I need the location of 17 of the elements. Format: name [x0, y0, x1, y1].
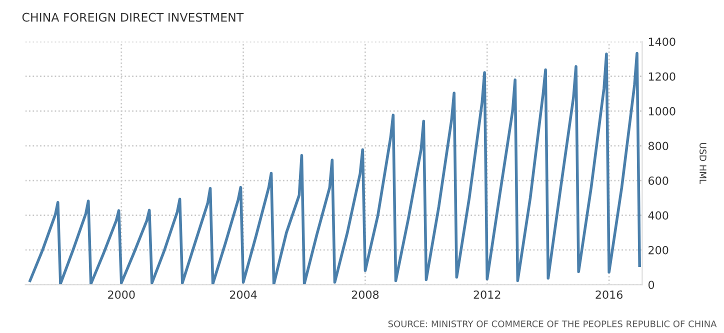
y-tick-label: 0: [648, 280, 654, 290]
source-note: SOURCE: MINISTRY OF COMMERCE OF THE PEOPLES REPUBLIC OF CHINA: [388, 320, 717, 328]
x-tick-label: 2004: [230, 290, 257, 299]
y-tick-label: 1000: [648, 107, 676, 116]
line-series: [28, 52, 641, 285]
x-tick-label: 2012: [474, 290, 500, 299]
y-tick-label: 200: [648, 246, 668, 254]
y-axis-title: USD HML: [700, 143, 706, 184]
x-tick-label: 2008: [352, 290, 379, 299]
y-tick-label: 1400: [648, 38, 676, 46]
y-tick-label: 400: [648, 211, 668, 220]
x-tick-label: 2016: [596, 290, 622, 299]
x-tick-label: 2000: [108, 290, 135, 299]
y-tick-label: 800: [648, 142, 668, 150]
y-tick-label: 1200: [648, 72, 676, 81]
chart-title: CHINA FOREIGN DIRECT INVESTMENT: [22, 12, 244, 22]
y-tick-label: 600: [648, 176, 668, 185]
